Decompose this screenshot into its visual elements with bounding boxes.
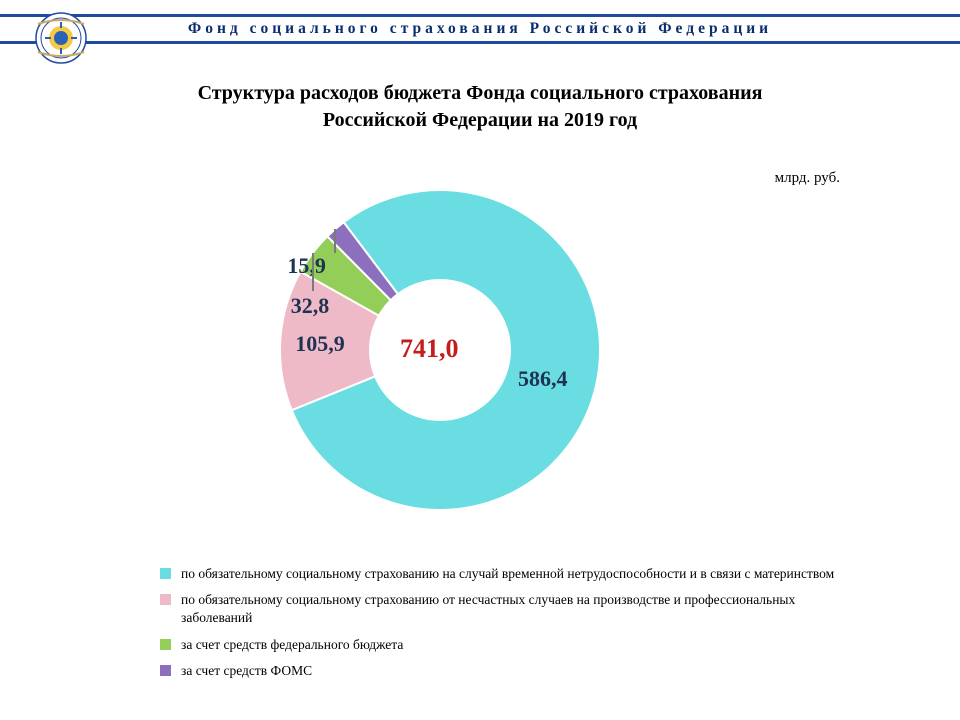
legend-text-1: по обязательному социальному страхованию… <box>181 591 860 627</box>
legend-item-0: по обязательному социальному страхованию… <box>160 565 860 583</box>
donut-chart: 586,4 105,9 32,8 15,9 741,0 <box>230 175 650 535</box>
slice-label-2: 32,8 <box>291 293 330 319</box>
legend-text-0: по обязательному социальному страхованию… <box>181 565 834 583</box>
leader-line-2 <box>312 253 314 291</box>
legend: по обязательному социальному страхованию… <box>160 565 860 688</box>
slice-label-3: 15,9 <box>287 253 326 279</box>
chart-title-line1: Структура расходов бюджета Фонда социаль… <box>198 82 763 104</box>
header-rule-bottom <box>0 41 960 44</box>
legend-item-2: за счет средств федерального бюджета <box>160 636 860 654</box>
logo-icon <box>35 12 87 64</box>
legend-text-2: за счет средств федерального бюджета <box>181 636 403 654</box>
chart-title-line2: Российской Федерации на 2019 год <box>323 109 637 131</box>
legend-item-3: за счет средств ФОМС <box>160 662 860 680</box>
legend-swatch-0 <box>160 568 171 579</box>
legend-swatch-1 <box>160 594 171 605</box>
legend-item-1: по обязательному социальному страхованию… <box>160 591 860 627</box>
chart-title: Структура расходов бюджета Фонда социаль… <box>0 80 960 134</box>
page-root: Фонд социального страхования Российской … <box>0 0 960 720</box>
legend-swatch-2 <box>160 639 171 650</box>
header: Фонд социального страхования Российской … <box>0 14 960 44</box>
unit-label: млрд. руб. <box>775 170 840 187</box>
org-title: Фонд социального страхования Российской … <box>0 17 960 41</box>
center-total: 741,0 <box>400 334 459 364</box>
slice-label-1: 105,9 <box>295 331 345 357</box>
legend-text-3: за счет средств ФОМС <box>181 662 312 680</box>
leader-line-3 <box>334 229 336 253</box>
slice-label-0: 586,4 <box>518 366 568 392</box>
legend-swatch-3 <box>160 665 171 676</box>
